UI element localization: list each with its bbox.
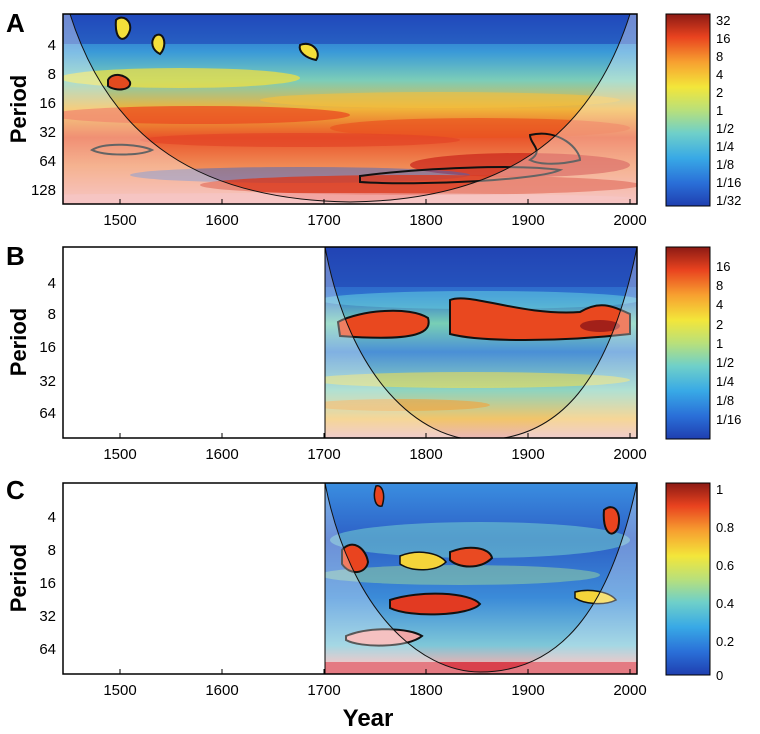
x-axis-a: 1500 1600 1700 1800 1900 2000 bbox=[103, 199, 647, 229]
colorbar-b bbox=[665, 246, 711, 440]
y-axis-b: 4 8 16 32 64 bbox=[39, 275, 56, 422]
x-tick-label: 1800 bbox=[409, 212, 442, 229]
panel-label-c: C bbox=[6, 475, 25, 505]
x-tick-label: 1800 bbox=[409, 682, 442, 699]
y-tick-label: 32 bbox=[39, 124, 56, 141]
colorbar-tick-label: 1/2 bbox=[716, 355, 734, 370]
panel-label-b: B bbox=[6, 241, 25, 271]
x-axis-label: Year bbox=[343, 705, 394, 732]
colorbar-tick-label: 1/2 bbox=[716, 121, 734, 136]
colorbar-tick-label: 1/8 bbox=[716, 157, 734, 172]
colorbar-tick-label: 1/16 bbox=[716, 412, 741, 427]
x-tick-label: 2000 bbox=[613, 212, 646, 229]
colorbar-c bbox=[665, 482, 711, 676]
x-axis-c: 1500 1600 1700 1800 1900 2000 bbox=[103, 669, 647, 699]
y-tick-label: 16 bbox=[39, 95, 56, 112]
colorbar-tick-label: 1/32 bbox=[716, 193, 741, 208]
y-axis-label-b: Period bbox=[6, 308, 31, 376]
colorbar-tick-label: 2 bbox=[716, 85, 723, 100]
x-tick-label: 1900 bbox=[511, 446, 544, 463]
colorbar-tick-label: 0.2 bbox=[716, 634, 734, 649]
colorbar-tick-label: 1 bbox=[716, 336, 723, 351]
colorbar-tick-label: 0.4 bbox=[716, 596, 734, 611]
colorbar-tick-label: 1/4 bbox=[716, 139, 734, 154]
colorbar-tick-label: 32 bbox=[716, 13, 730, 28]
y-axis-c: 4 8 16 32 64 bbox=[39, 509, 56, 658]
colorbar-tick-label: 1 bbox=[716, 103, 723, 118]
y-axis-label-a: Period bbox=[6, 75, 31, 143]
colorbar-tick-label: 1 bbox=[716, 482, 723, 497]
x-tick-label: 1700 bbox=[307, 682, 340, 699]
colorbar-tick-label: 1/8 bbox=[716, 393, 734, 408]
y-tick-label: 64 bbox=[39, 405, 56, 422]
y-tick-label: 32 bbox=[39, 608, 56, 625]
colorbar-tick-label: 8 bbox=[716, 49, 723, 64]
panel-a: A Period bbox=[6, 8, 741, 229]
colorbar-a-ticks: 32 16 8 4 2 1 1/2 1/4 1/8 1/16 1/32 bbox=[716, 13, 741, 208]
x-tick-label: 1900 bbox=[511, 212, 544, 229]
y-axis-label-c: Period bbox=[6, 544, 31, 612]
y-tick-label: 8 bbox=[48, 542, 56, 559]
y-tick-label: 16 bbox=[39, 339, 56, 356]
x-tick-label: 2000 bbox=[613, 682, 646, 699]
colorbar-tick-label: 16 bbox=[716, 31, 730, 46]
heatmap-b bbox=[325, 247, 637, 438]
y-tick-label: 4 bbox=[48, 275, 56, 292]
y-tick-label: 64 bbox=[39, 641, 56, 658]
x-tick-label: 1600 bbox=[205, 682, 238, 699]
colorbar-tick-label: 0 bbox=[716, 668, 723, 683]
colorbar-tick-label: 2 bbox=[716, 317, 723, 332]
y-tick-label: 4 bbox=[48, 509, 56, 526]
colorbar-tick-label: 4 bbox=[716, 67, 723, 82]
y-tick-label: 4 bbox=[48, 37, 56, 54]
panel-c: C Period 1500 16 0 bbox=[6, 475, 734, 732]
y-tick-label: 32 bbox=[39, 373, 56, 390]
heatmap-a bbox=[63, 14, 637, 204]
x-tick-label: 1500 bbox=[103, 446, 136, 463]
y-tick-label: 8 bbox=[48, 66, 56, 83]
x-tick-label: 1600 bbox=[205, 446, 238, 463]
x-tick-label: 2000 bbox=[613, 446, 646, 463]
colorbar-tick-label: 0.6 bbox=[716, 558, 734, 573]
x-tick-label: 1500 bbox=[103, 212, 136, 229]
colorbar-tick-label: 1/4 bbox=[716, 374, 734, 389]
heatmap-c bbox=[325, 483, 637, 674]
colorbar-tick-label: 1/16 bbox=[716, 175, 741, 190]
y-tick-label: 64 bbox=[39, 153, 56, 170]
x-tick-label: 1700 bbox=[307, 446, 340, 463]
x-tick-label: 1900 bbox=[511, 682, 544, 699]
colorbar-c-ticks: 1 0.8 0.6 0.4 0.2 0 bbox=[716, 482, 734, 683]
colorbar-tick-label: 8 bbox=[716, 278, 723, 293]
colorbar-b-ticks: 16 8 4 2 1 1/2 1/4 1/8 1/16 bbox=[716, 259, 741, 427]
y-tick-label: 16 bbox=[39, 575, 56, 592]
y-axis-a: 4 8 16 32 64 128 bbox=[31, 37, 56, 199]
panel-b: B Period 1500 1600 1700 1800 bbox=[6, 241, 741, 463]
x-tick-label: 1500 bbox=[103, 682, 136, 699]
colorbar-tick-label: 0.8 bbox=[716, 520, 734, 535]
panel-label-a: A bbox=[6, 8, 25, 38]
x-tick-label: 1700 bbox=[307, 212, 340, 229]
x-tick-label: 1600 bbox=[205, 212, 238, 229]
colorbar-tick-label: 4 bbox=[716, 297, 723, 312]
y-tick-label: 8 bbox=[48, 306, 56, 323]
x-axis-b: 1500 1600 1700 1800 1900 2000 bbox=[103, 433, 647, 463]
y-tick-label: 128 bbox=[31, 182, 56, 199]
x-tick-label: 1800 bbox=[409, 446, 442, 463]
colorbar-tick-label: 16 bbox=[716, 259, 730, 274]
colorbar-a bbox=[665, 13, 711, 207]
